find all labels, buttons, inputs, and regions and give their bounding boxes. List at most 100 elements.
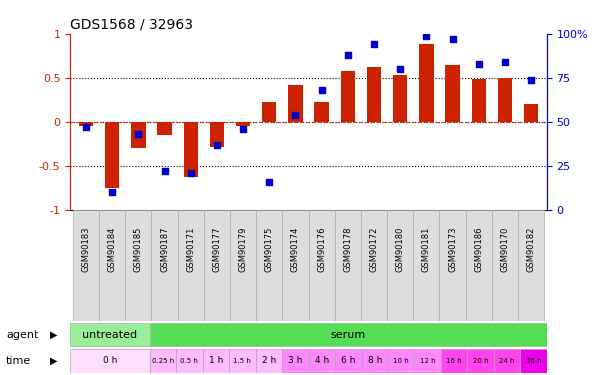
Text: 3 h: 3 h [288, 356, 302, 365]
Point [238, 126, 248, 132]
Point [159, 168, 169, 174]
Text: ▶: ▶ [50, 330, 57, 340]
Text: 12 h: 12 h [420, 358, 436, 364]
Text: 24 h: 24 h [499, 358, 515, 364]
FancyBboxPatch shape [230, 210, 256, 321]
FancyBboxPatch shape [362, 349, 388, 373]
FancyBboxPatch shape [152, 210, 178, 321]
Bar [367, 67, 381, 122]
Point [369, 41, 379, 47]
Bar [262, 102, 276, 122]
FancyBboxPatch shape [494, 349, 521, 373]
Bar [419, 44, 434, 122]
FancyBboxPatch shape [178, 210, 204, 321]
Bar [105, 122, 119, 188]
Text: 36 h: 36 h [525, 358, 541, 364]
Text: 1.5 h: 1.5 h [233, 358, 251, 364]
Text: GSM90175: GSM90175 [265, 226, 274, 272]
Text: GSM90173: GSM90173 [448, 226, 457, 272]
Text: GSM90182: GSM90182 [527, 226, 536, 272]
Text: 0.25 h: 0.25 h [152, 358, 174, 364]
FancyBboxPatch shape [439, 210, 466, 321]
Text: GSM90181: GSM90181 [422, 226, 431, 272]
Text: 10 h: 10 h [393, 358, 409, 364]
Point [212, 142, 222, 148]
FancyBboxPatch shape [229, 349, 255, 373]
Text: 0.5 h: 0.5 h [180, 358, 199, 364]
FancyBboxPatch shape [492, 210, 518, 321]
Text: GSM90178: GSM90178 [343, 226, 353, 272]
Text: 4 h: 4 h [315, 356, 329, 365]
Bar [183, 122, 198, 177]
Point [108, 189, 117, 195]
FancyBboxPatch shape [467, 349, 494, 373]
Text: serum: serum [331, 330, 366, 340]
Text: GSM90183: GSM90183 [81, 226, 90, 272]
Bar [341, 71, 355, 122]
Text: untreated: untreated [82, 330, 137, 340]
Text: GSM90176: GSM90176 [317, 226, 326, 272]
Point [526, 76, 536, 82]
Point [448, 36, 458, 42]
Bar [288, 85, 302, 122]
Text: 0 h: 0 h [103, 356, 117, 365]
Text: GSM90172: GSM90172 [370, 226, 379, 272]
FancyBboxPatch shape [521, 349, 547, 373]
FancyBboxPatch shape [70, 349, 150, 373]
FancyBboxPatch shape [466, 210, 492, 321]
FancyBboxPatch shape [150, 349, 176, 373]
Text: GSM90186: GSM90186 [474, 226, 483, 272]
FancyBboxPatch shape [125, 210, 152, 321]
Text: GSM90185: GSM90185 [134, 226, 143, 272]
Text: time: time [6, 356, 31, 366]
Text: 6 h: 6 h [341, 356, 356, 365]
FancyBboxPatch shape [309, 210, 335, 321]
Bar [315, 102, 329, 122]
Bar [445, 64, 459, 122]
Text: GSM90174: GSM90174 [291, 226, 300, 272]
FancyBboxPatch shape [176, 349, 203, 373]
Point [133, 131, 143, 137]
FancyBboxPatch shape [335, 349, 362, 373]
Text: GSM90171: GSM90171 [186, 226, 196, 272]
Point [316, 87, 326, 93]
Bar [131, 122, 145, 148]
Point [343, 52, 353, 58]
Point [500, 59, 510, 65]
Point [422, 33, 431, 39]
Bar [498, 78, 512, 122]
FancyBboxPatch shape [282, 210, 309, 321]
FancyBboxPatch shape [335, 210, 361, 321]
Point [265, 179, 274, 185]
FancyBboxPatch shape [150, 323, 547, 346]
Text: 16 h: 16 h [446, 358, 462, 364]
Text: GDS1568 / 32963: GDS1568 / 32963 [70, 17, 193, 31]
Point [474, 61, 484, 67]
FancyBboxPatch shape [388, 349, 414, 373]
FancyBboxPatch shape [256, 210, 282, 321]
Point [81, 124, 91, 130]
FancyBboxPatch shape [73, 210, 99, 321]
Text: GSM90170: GSM90170 [500, 226, 510, 272]
FancyBboxPatch shape [518, 210, 544, 321]
FancyBboxPatch shape [441, 349, 467, 373]
Text: 8 h: 8 h [368, 356, 382, 365]
Text: 1 h: 1 h [209, 356, 223, 365]
FancyBboxPatch shape [309, 349, 335, 373]
Text: 20 h: 20 h [473, 358, 488, 364]
Bar [472, 79, 486, 122]
Point [186, 170, 196, 176]
FancyBboxPatch shape [387, 210, 413, 321]
Text: GSM90177: GSM90177 [213, 226, 221, 272]
Text: agent: agent [6, 330, 38, 340]
Text: GSM90179: GSM90179 [238, 226, 247, 272]
FancyBboxPatch shape [99, 210, 125, 321]
FancyBboxPatch shape [204, 210, 230, 321]
Text: GSM90184: GSM90184 [108, 226, 117, 272]
FancyBboxPatch shape [282, 349, 309, 373]
Bar [236, 122, 251, 126]
Point [395, 66, 405, 72]
FancyBboxPatch shape [361, 210, 387, 321]
Bar [524, 104, 538, 122]
FancyBboxPatch shape [203, 349, 229, 373]
